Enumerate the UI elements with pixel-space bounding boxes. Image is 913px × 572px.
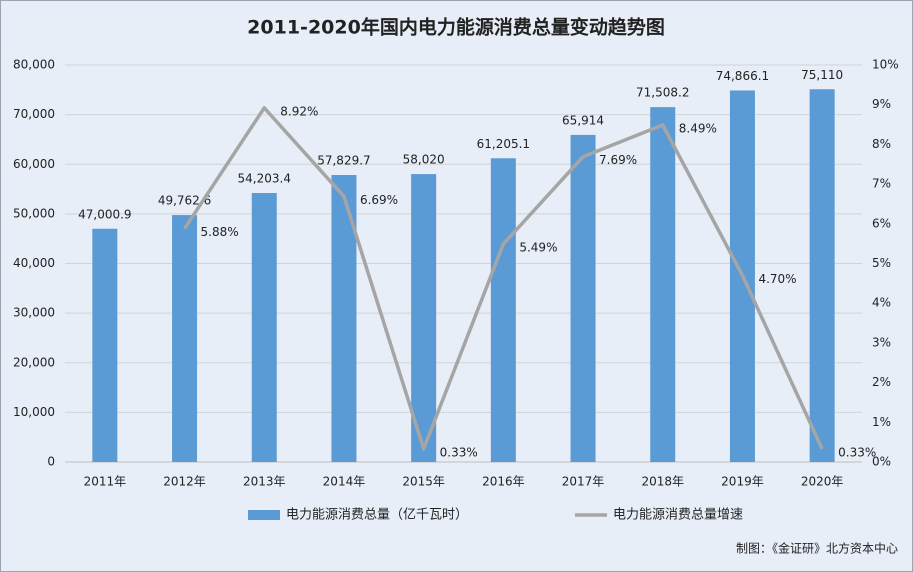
y2-tick-label: 0% xyxy=(872,455,891,469)
bar xyxy=(172,215,198,462)
x-tick-label: 2011年 xyxy=(84,475,127,489)
bar-value-label: 47,000.9 xyxy=(78,207,131,221)
line-value-label: 0.33% xyxy=(838,445,876,459)
legend-label: 电力能源消费总量（亿千瓦时） xyxy=(286,508,468,523)
bar xyxy=(251,193,277,462)
y-tick-label: 60,000 xyxy=(13,157,55,171)
bar xyxy=(809,89,835,462)
y2-tick-label: 3% xyxy=(872,335,891,349)
x-tick-label: 2016年 xyxy=(482,475,525,489)
y-tick-label: 20,000 xyxy=(13,355,55,369)
y-tick-label: 50,000 xyxy=(13,206,55,220)
y2-tick-label: 7% xyxy=(872,177,891,191)
line-value-label: 8.49% xyxy=(679,121,717,135)
y-tick-label: 80,000 xyxy=(13,58,55,72)
line-value-label: 4.70% xyxy=(758,272,796,286)
x-tick-label: 2012年 xyxy=(163,475,206,489)
legend-swatch xyxy=(248,510,280,520)
bar xyxy=(411,174,437,462)
chart-title: 2011-2020年国内电力能源消费总量变动趋势图 xyxy=(247,16,665,39)
y2-tick-label: 9% xyxy=(872,97,891,111)
bar-value-label: 65,914 xyxy=(562,113,604,127)
bar xyxy=(490,158,516,462)
line-value-label: 7.69% xyxy=(599,153,637,167)
x-tick-label: 2017年 xyxy=(562,475,605,489)
x-tick-label: 2020年 xyxy=(801,475,844,489)
y-tick-label: 40,000 xyxy=(13,256,55,270)
line-value-label: 8.92% xyxy=(280,104,318,118)
x-tick-label: 2013年 xyxy=(243,475,286,489)
y-tick-label: 10,000 xyxy=(13,405,55,419)
legend-label: 电力能源消费总量增速 xyxy=(613,508,743,523)
y2-tick-label: 5% xyxy=(872,256,891,270)
bar-value-label: 49,762.6 xyxy=(158,194,211,208)
bar xyxy=(92,228,118,462)
y-tick-label: 30,000 xyxy=(13,306,55,320)
x-tick-label: 2018年 xyxy=(641,475,684,489)
x-tick-label: 2014年 xyxy=(323,475,366,489)
bar-value-label: 54,203.4 xyxy=(238,172,291,186)
bar xyxy=(650,107,676,462)
y2-tick-label: 1% xyxy=(872,415,891,429)
bar-value-label: 74,866.1 xyxy=(716,69,769,83)
bar-value-label: 57,829.7 xyxy=(317,154,370,168)
line-value-label: 0.33% xyxy=(440,445,478,459)
y2-tick-label: 8% xyxy=(872,137,891,151)
x-tick-label: 2015年 xyxy=(402,475,445,489)
x-tick-label: 2019年 xyxy=(721,475,764,489)
bar xyxy=(331,175,357,462)
y2-tick-label: 2% xyxy=(872,375,891,389)
y2-tick-label: 6% xyxy=(872,216,891,230)
bar xyxy=(570,134,596,462)
y-tick-label: 70,000 xyxy=(13,107,55,121)
bar-value-label: 75,110 xyxy=(801,68,843,82)
line-value-label: 5.49% xyxy=(519,241,557,255)
line-value-label: 6.69% xyxy=(360,193,398,207)
line xyxy=(183,106,824,451)
bar-value-label: 58,020 xyxy=(403,153,445,167)
line-value-label: 5.88% xyxy=(201,225,239,239)
y2-tick-label: 10% xyxy=(872,58,899,72)
source: 制图：《金证研》北方资本中心 xyxy=(736,541,898,556)
y2-tick-label: 4% xyxy=(872,296,891,310)
bar-value-label: 61,205.1 xyxy=(477,137,530,151)
bar-value-label: 71,508.2 xyxy=(636,86,689,100)
y-tick-label: 0 xyxy=(47,455,55,469)
